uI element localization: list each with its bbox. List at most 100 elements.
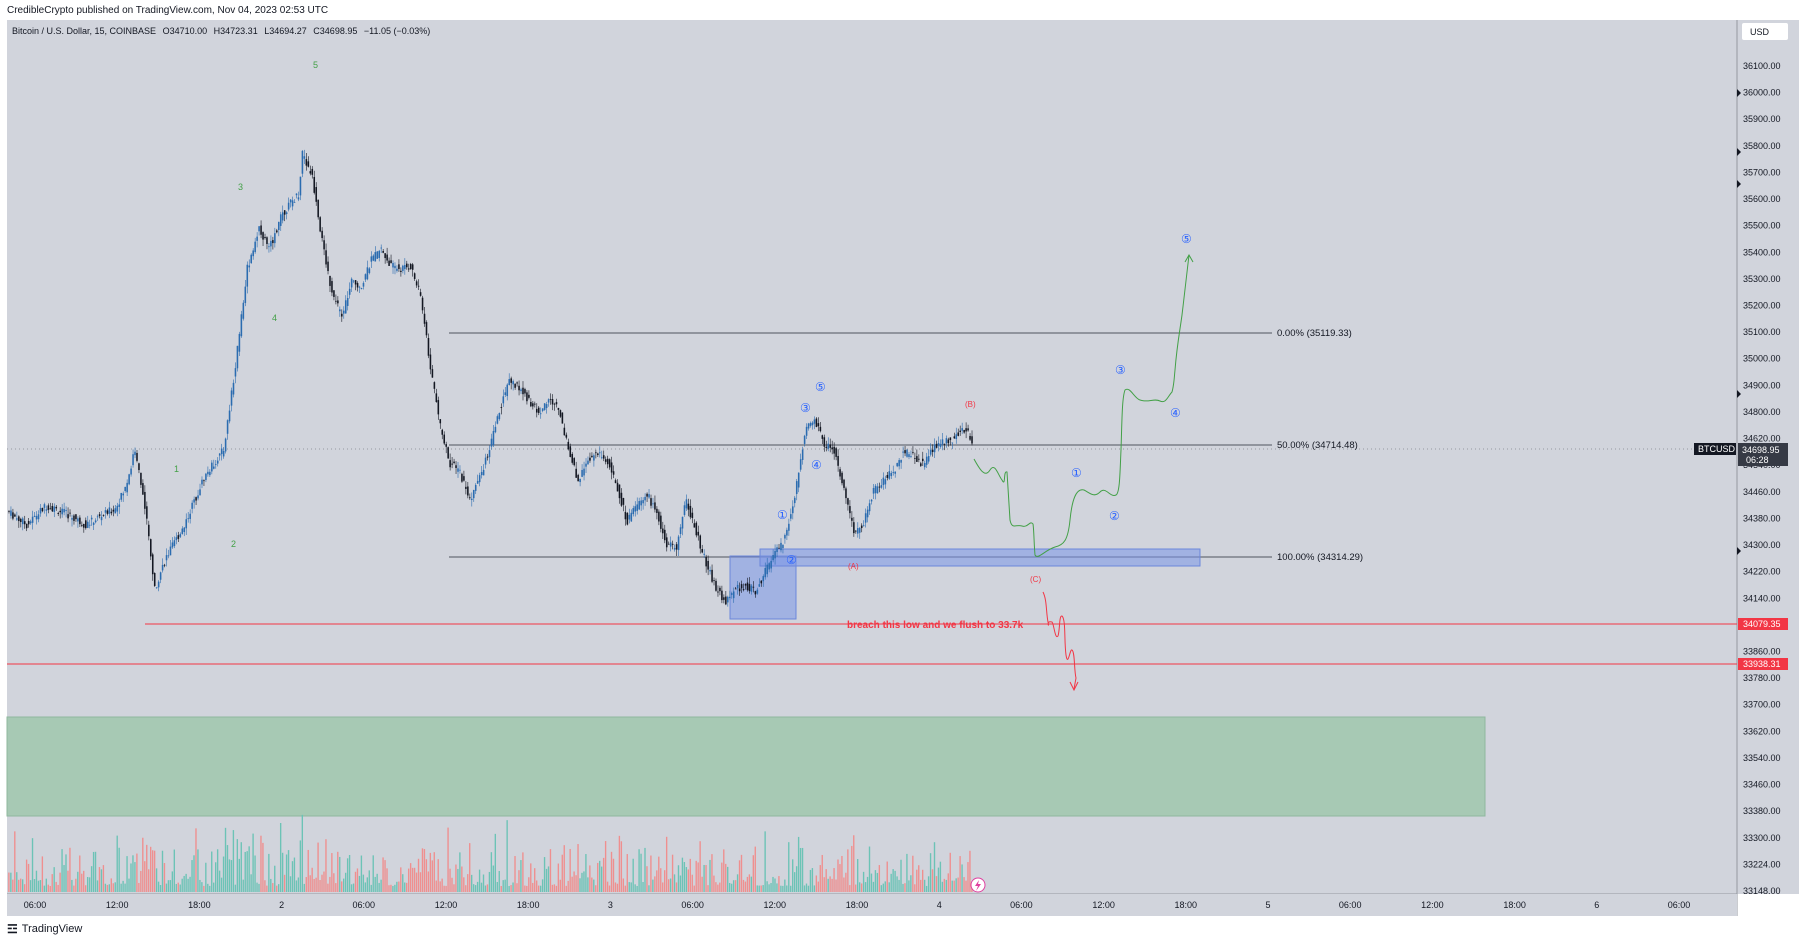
volume-bar bbox=[827, 878, 829, 892]
volume-bar bbox=[309, 875, 311, 892]
volume-bar bbox=[484, 885, 487, 892]
volume-bar bbox=[565, 885, 567, 892]
candle-body bbox=[195, 497, 197, 501]
candle-body bbox=[45, 509, 48, 511]
volume-bar bbox=[323, 871, 325, 892]
candle-body bbox=[577, 474, 579, 482]
volume-bar bbox=[155, 868, 158, 892]
candle-body bbox=[498, 413, 501, 420]
y-tick-label: 34460.00 bbox=[1743, 487, 1781, 497]
x-tick-label: 06:00 bbox=[24, 900, 47, 910]
volume-bar bbox=[961, 864, 963, 892]
candle-body bbox=[628, 514, 631, 520]
volume-bar bbox=[185, 873, 187, 892]
volume-bar bbox=[189, 876, 191, 892]
candle-body bbox=[490, 438, 493, 447]
candle-body bbox=[943, 443, 946, 445]
legend-l-label: L bbox=[264, 26, 269, 36]
candle-body bbox=[79, 517, 81, 525]
candle-body bbox=[211, 462, 213, 472]
volume-bar bbox=[319, 880, 321, 892]
volume-bar bbox=[693, 885, 695, 892]
volume-bar bbox=[573, 871, 575, 892]
candle-body bbox=[51, 505, 54, 512]
volume-bar bbox=[346, 858, 349, 892]
volume-bar bbox=[569, 848, 571, 892]
candle-body bbox=[488, 450, 491, 458]
candle-body bbox=[325, 250, 327, 265]
candle-body bbox=[888, 471, 891, 479]
volume-bar bbox=[297, 877, 300, 892]
candle-body bbox=[262, 232, 264, 240]
volume-bar bbox=[591, 877, 593, 892]
candle-body bbox=[368, 268, 371, 273]
volume-bar bbox=[906, 853, 908, 892]
volume-bar bbox=[67, 870, 69, 892]
volume-bar bbox=[795, 866, 798, 892]
candle-body bbox=[858, 528, 861, 533]
volume-bar bbox=[612, 858, 615, 892]
candle-body bbox=[457, 468, 459, 472]
volume-bar bbox=[43, 885, 46, 892]
x-axis-ticks: 06:00 12:00 18:00 2 06:00 12:00 18:00 3 06:00 12:… bbox=[24, 900, 1691, 910]
candle-body bbox=[575, 468, 577, 478]
volume-bar bbox=[463, 877, 465, 892]
volume-bar bbox=[354, 871, 357, 892]
candle-body bbox=[153, 572, 156, 586]
volume-bar bbox=[413, 867, 416, 892]
volume-bar bbox=[77, 871, 79, 892]
currency-button[interactable]: USD bbox=[1741, 22, 1789, 41]
replay-icon[interactable] bbox=[970, 877, 986, 893]
volume-bar bbox=[833, 868, 835, 892]
tradingview-logo[interactable]: ☲ TradingView bbox=[7, 922, 82, 936]
volume-bar bbox=[291, 861, 294, 892]
candle-body bbox=[53, 506, 56, 512]
volume-bar bbox=[21, 879, 24, 892]
volume-bar bbox=[372, 855, 374, 892]
candle-body bbox=[480, 472, 483, 476]
candle-body bbox=[774, 551, 776, 559]
volume-bar bbox=[884, 881, 886, 892]
candle-body bbox=[120, 492, 123, 500]
volume-bar bbox=[112, 883, 114, 892]
candle-body bbox=[307, 161, 310, 167]
volume-bar bbox=[57, 884, 59, 892]
volume-bar bbox=[341, 881, 343, 892]
scale-marker-34900 bbox=[1737, 390, 1741, 398]
volume-bar bbox=[344, 872, 347, 892]
volume-bar bbox=[602, 857, 605, 892]
candle-body bbox=[819, 426, 822, 432]
price-tag-red-2: 33938.31 bbox=[1743, 659, 1781, 669]
volume-bar bbox=[242, 879, 244, 892]
volume-bar bbox=[557, 863, 560, 892]
candle-body bbox=[656, 508, 658, 513]
candle-body bbox=[880, 485, 883, 488]
candle-body bbox=[398, 264, 400, 269]
candle-body bbox=[608, 459, 611, 468]
volume-bar bbox=[305, 877, 307, 892]
candle-body bbox=[740, 584, 743, 589]
candle-body bbox=[886, 475, 889, 478]
candle-body bbox=[102, 514, 105, 516]
volume-bar bbox=[608, 885, 611, 892]
volume-bar bbox=[914, 884, 916, 892]
candle-body bbox=[242, 302, 245, 319]
volume-bar bbox=[837, 859, 839, 892]
volume-bar bbox=[537, 885, 540, 892]
candle-body bbox=[662, 528, 664, 534]
volume-bar bbox=[646, 866, 648, 892]
volume-bar bbox=[148, 869, 150, 892]
volume-bar bbox=[453, 884, 455, 892]
volume-bar bbox=[642, 881, 644, 892]
candle-body bbox=[705, 556, 707, 567]
candle-body bbox=[59, 510, 61, 513]
candle-body bbox=[687, 503, 690, 510]
time-scale[interactable] bbox=[7, 894, 1737, 916]
volume-bar bbox=[681, 857, 684, 892]
candle-body bbox=[920, 463, 922, 466]
volume-bar bbox=[931, 869, 934, 892]
volume-bar bbox=[845, 872, 847, 892]
volume-bar bbox=[258, 883, 260, 892]
wave-label-circled-2-low: ② bbox=[786, 553, 797, 567]
